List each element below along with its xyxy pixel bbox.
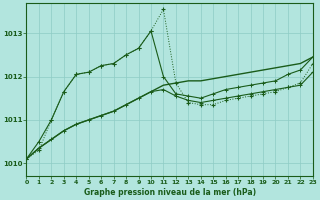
X-axis label: Graphe pression niveau de la mer (hPa): Graphe pression niveau de la mer (hPa): [84, 188, 256, 197]
